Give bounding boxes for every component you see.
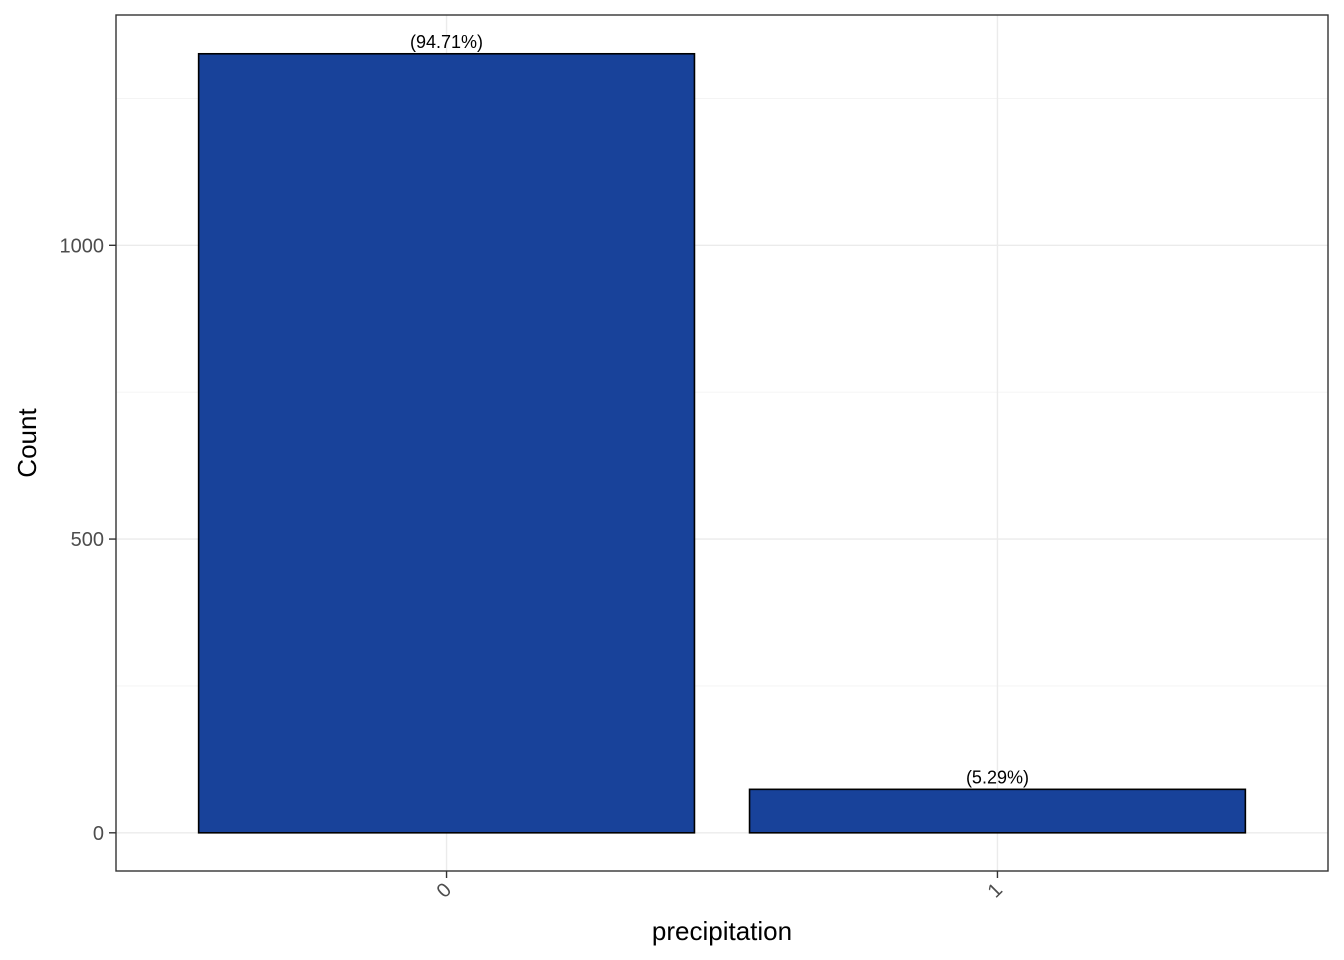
plot-panel-border: [115, 14, 1329, 872]
y-tick-label: 0: [93, 823, 104, 845]
x-tick-label: 1: [984, 879, 1007, 902]
bar-1: [748, 788, 1247, 834]
bar-0: [197, 52, 696, 834]
y-tick-label: 1000: [60, 235, 105, 257]
data-labels: (94.71%) (5.29%): [410, 32, 1029, 788]
x-tick-label: 0: [433, 879, 456, 902]
bars: [197, 52, 1247, 834]
x-axis-title: precipitation: [652, 916, 792, 946]
bar-label-0: (94.71%): [410, 32, 483, 52]
y-tick-label: 500: [71, 529, 104, 551]
bar-label-1: (5.29%): [966, 767, 1029, 787]
y-axis-title: Count: [12, 408, 42, 478]
y-axis-ticks: 0 500 1000: [60, 235, 116, 845]
